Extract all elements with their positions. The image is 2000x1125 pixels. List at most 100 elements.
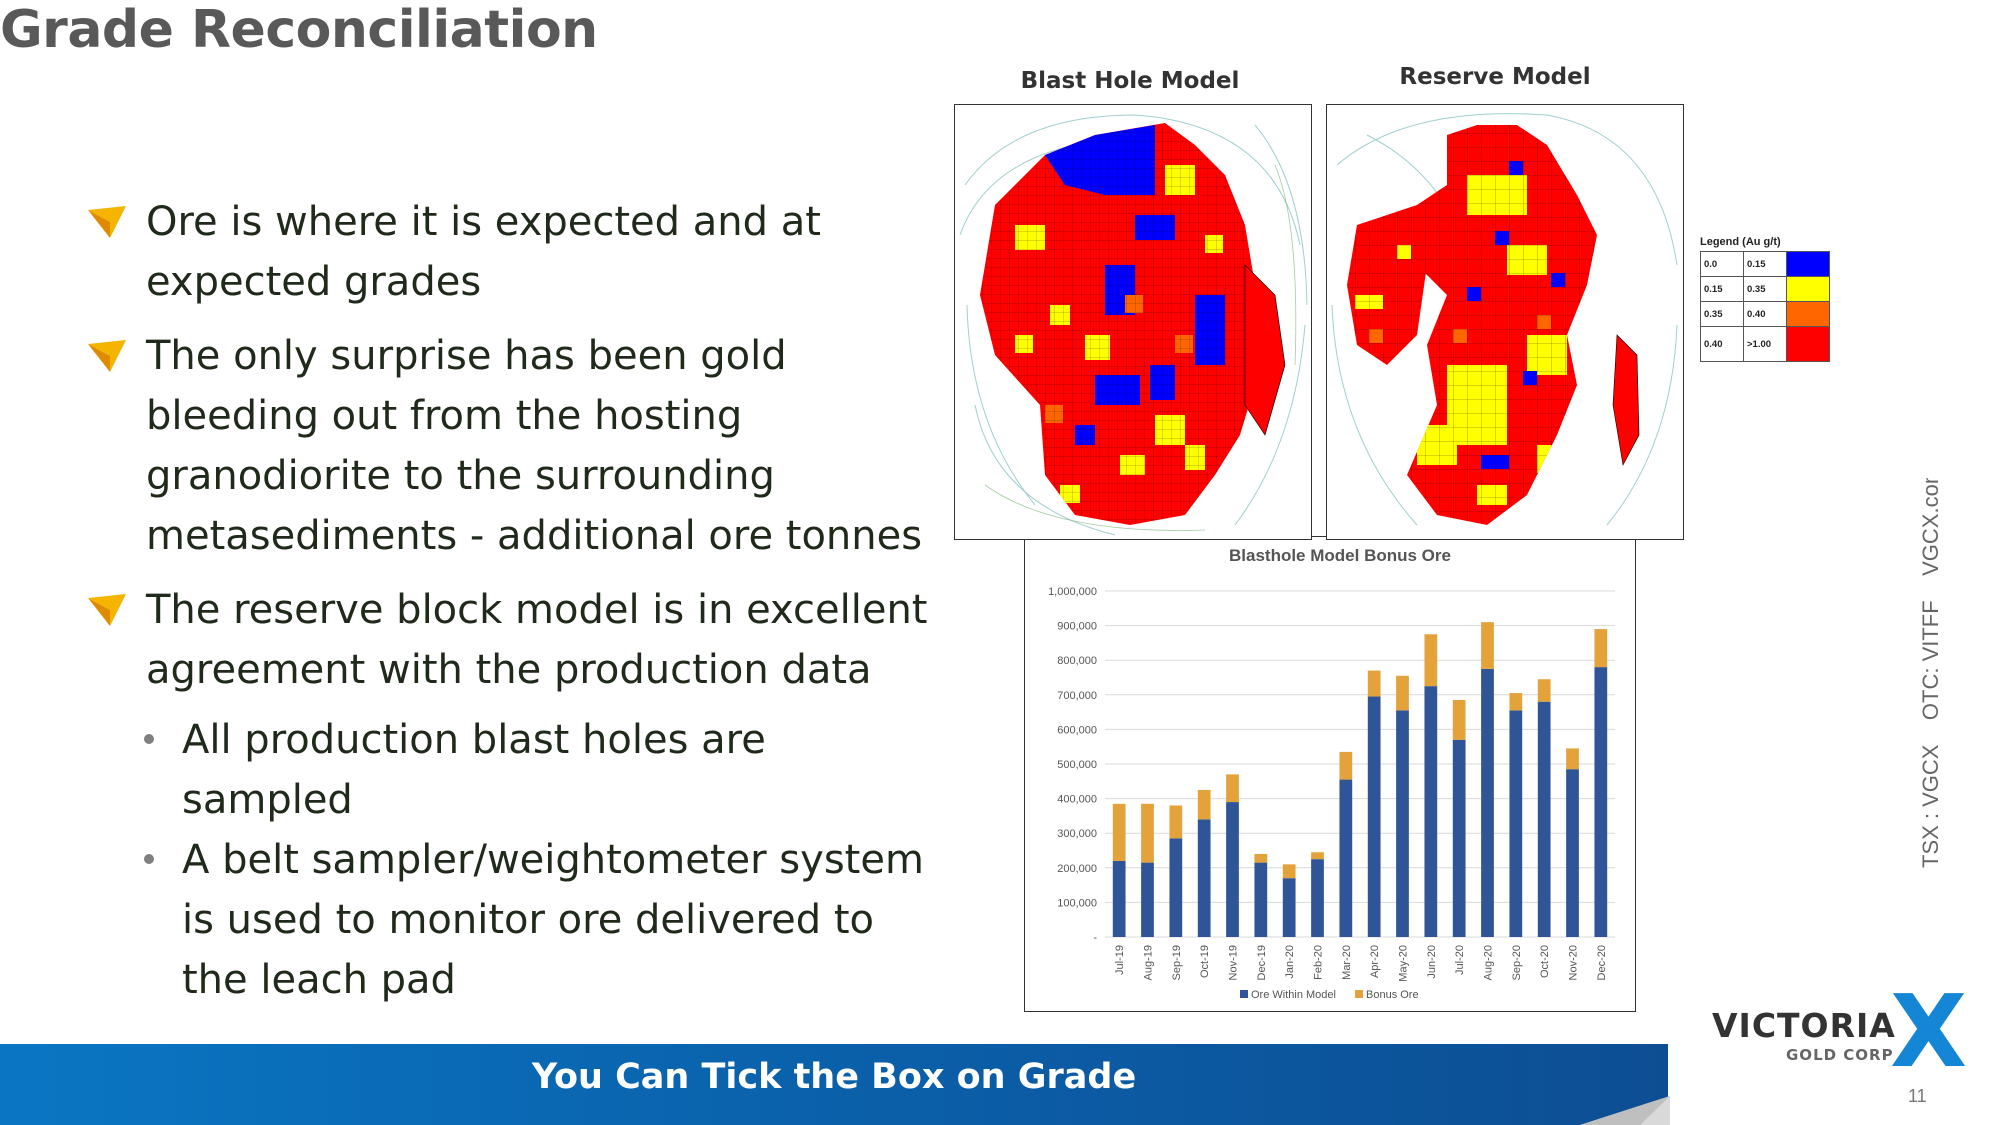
y-tick-label: 100,000 (1057, 897, 1097, 909)
y-tick-label: 700,000 (1057, 690, 1097, 702)
bar-ore-within-model (1537, 701, 1551, 937)
bar-ore-within-model (1566, 769, 1579, 937)
sub-bullet-2-line-2: is used to monitor ore delivered to (182, 897, 874, 943)
x-tick-label: Jul-19 (1114, 945, 1126, 975)
slide-title: Grade Reconciliation (0, 0, 598, 60)
bullet-3-line-2: agreement with the production data (146, 647, 872, 693)
x-tick-label: Apr-20 (1369, 945, 1381, 978)
bullet-2-line-2: bleeding out from the hosting (146, 393, 743, 439)
legend-from: 0.15 (1700, 276, 1744, 302)
x-tick-label: Nov-19 (1228, 945, 1240, 980)
bar-ore-within-model (1339, 779, 1353, 937)
sub-bullet-1-line-2: sampled (182, 777, 353, 823)
sub-bullet-1-line-1: All production blast holes are (182, 717, 766, 763)
arrow-bullet-icon (88, 206, 126, 238)
bullet-2-line-4: metasediments - additional ore tonnes (146, 513, 923, 559)
y-tick-label: 600,000 (1057, 724, 1097, 736)
bar-bonus-ore (1452, 699, 1466, 740)
chart-legend-swatch (1355, 990, 1363, 998)
bar-ore-within-model (1396, 710, 1409, 937)
bar-ore-within-model (1367, 696, 1381, 937)
bar-ore-within-model (1197, 819, 1211, 937)
bar-bonus-ore (1566, 748, 1579, 770)
x-tick-label: Feb-20 (1313, 945, 1325, 980)
bonus-ore-chart: Blasthole Model Bonus Ore - 100,000 200,000… (1024, 536, 1636, 1012)
blast-hole-model-title: Blast Hole Model (1020, 68, 1240, 94)
legend-to: 0.40 (1743, 301, 1787, 327)
arrow-bullet-icon (88, 594, 126, 626)
bar-bonus-ore (1112, 803, 1126, 861)
bar-ore-within-model (1112, 860, 1126, 937)
bar-ore-within-model (1169, 838, 1183, 937)
chart-legend-label: Ore Within Model (1251, 989, 1336, 1001)
legend-to: >1.00 (1743, 326, 1787, 362)
bullet-2-line-3: granodiorite to the surrounding (146, 453, 775, 499)
bar-ore-within-model (1141, 862, 1154, 937)
ticker-vertical: TSX : VGCX OTC: VITFF VGCX.com (1918, 478, 1943, 868)
footer-bar (0, 1044, 1668, 1125)
x-tick-label: Jul-20 (1454, 945, 1466, 975)
legend-swatch (1786, 301, 1830, 327)
bar-bonus-ore (1367, 670, 1381, 697)
legend-table: 0.0 0.15 0.15 0.35 0.35 0.40 0.40 >1.00 (1700, 251, 1830, 362)
sub-bullet-dot (144, 854, 154, 864)
x-tick-label: Oct-20 (1539, 945, 1551, 978)
sub-bullet-dot (144, 734, 154, 744)
blast-hole-model-map (954, 104, 1312, 540)
x-tick-label: Sep-20 (1511, 945, 1523, 980)
logo-subtitle: GOLD CORP (1786, 1046, 1894, 1064)
x-tick-label: Dec-19 (1256, 945, 1268, 980)
blast-hole-model-image (959, 114, 1308, 536)
x-tick-label: Sep-19 (1171, 945, 1183, 980)
legend-to: 0.15 (1743, 251, 1787, 277)
bar-bonus-ore (1282, 864, 1296, 879)
grade-legend: Legend (Au g/t) 0.0 0.15 0.15 0.35 0.35 0.4… (1700, 236, 1830, 362)
y-tick-label: 1,000,000 (1048, 586, 1097, 598)
bar-bonus-ore (1197, 789, 1211, 820)
bar-ore-within-model (1424, 686, 1438, 937)
sub-bullet-2-line-1: A belt sampler/weightometer system (182, 837, 924, 883)
bar-bonus-ore (1311, 852, 1324, 860)
bar-bonus-ore (1594, 629, 1608, 668)
y-tick-label: - (1093, 932, 1097, 944)
x-tick-label: Nov-20 (1568, 945, 1580, 980)
bar-bonus-ore (1396, 675, 1409, 711)
x-tick-label: Mar-20 (1341, 945, 1353, 980)
bar-bonus-ore (1339, 751, 1353, 780)
bar-bonus-ore (1254, 853, 1268, 863)
y-tick-label: 500,000 (1057, 759, 1097, 771)
bar-ore-within-model (1254, 862, 1268, 937)
y-tick-label: 800,000 (1057, 655, 1097, 667)
company-logo: VICTORIA GOLD CORP X (1712, 982, 1992, 1082)
y-tick-label: 200,000 (1057, 863, 1097, 875)
bullet-1-line-1: Ore is where it is expected and at (146, 199, 821, 245)
footer-page-curl (1580, 1096, 1670, 1125)
legend-swatch (1786, 276, 1830, 302)
bar-bonus-ore (1481, 622, 1494, 669)
legend-from: 0.35 (1700, 301, 1744, 327)
y-tick-label: 900,000 (1057, 621, 1097, 633)
chart-legend-label: Bonus Ore (1366, 989, 1419, 1001)
sub-bullet-2-line-3: the leach pad (182, 957, 456, 1003)
arrow-bullet-icon (88, 340, 126, 372)
bar-bonus-ore (1537, 679, 1551, 702)
reserve-model-map (1326, 104, 1684, 540)
legend-from: 0.0 (1700, 251, 1744, 277)
x-tick-label: Jan-20 (1284, 945, 1296, 979)
x-tick-label: Aug-20 (1483, 945, 1495, 980)
legend-from: 0.40 (1700, 326, 1744, 362)
bar-bonus-ore (1226, 774, 1239, 803)
reserve-model-title: Reserve Model (1399, 64, 1591, 90)
bar-ore-within-model (1452, 739, 1466, 937)
legend-swatch (1786, 251, 1830, 277)
y-tick-label: 400,000 (1057, 794, 1097, 806)
x-tick-label: Dec-20 (1596, 945, 1608, 980)
legend-title: Legend (Au g/t) (1700, 236, 1781, 248)
bar-bonus-ore (1424, 634, 1438, 687)
footer-tagline: You Can Tick the Box on Grade (531, 1057, 1137, 1097)
bar-bonus-ore (1169, 805, 1183, 839)
logo-wordmark: VICTORIA (1712, 1006, 1896, 1045)
bar-ore-within-model (1311, 859, 1324, 937)
ticker-text: TSX : VGCX OTC: VITFF VGCX.com (1918, 478, 1943, 868)
bullet-1-line-2: expected grades (146, 259, 482, 305)
